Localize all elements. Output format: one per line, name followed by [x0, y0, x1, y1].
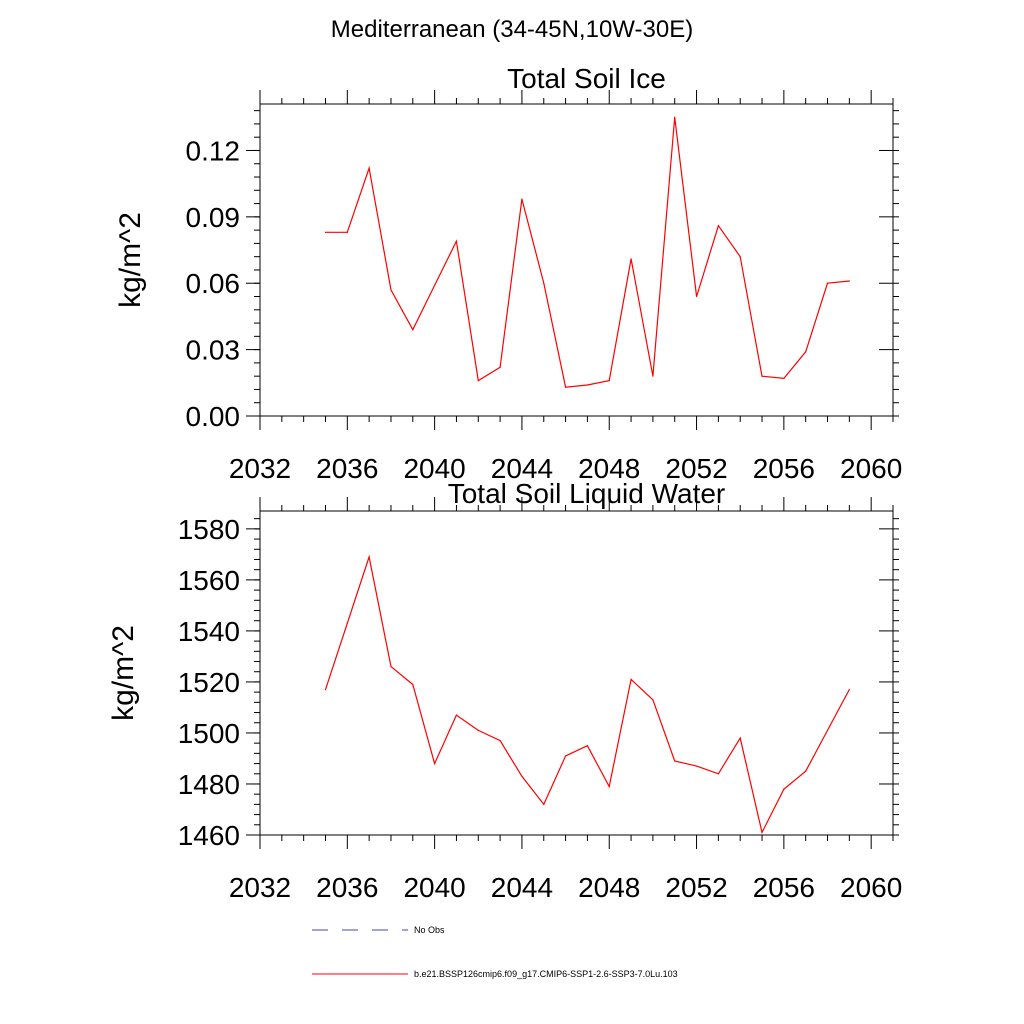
data-point: [499, 366, 501, 368]
data-point: [324, 231, 327, 233]
x-tick-label: 2036: [316, 453, 378, 484]
y-tick-label: 0.03: [186, 335, 241, 366]
data-point: [368, 556, 370, 558]
y-axis-label: kg/m^2: [114, 212, 147, 308]
data-point: [434, 762, 436, 765]
y-tick-label: 1540: [178, 616, 240, 647]
x-tick-label: 2048: [578, 453, 640, 484]
data-point: [346, 231, 348, 233]
plot-frame: [259, 103, 894, 417]
data-point: [477, 729, 479, 732]
y-tick-label: 1520: [178, 667, 240, 698]
x-tick-label: 2032: [229, 872, 291, 903]
data-point: [434, 284, 436, 287]
series-line-1: [324, 554, 850, 835]
data-point: [652, 699, 654, 701]
data-point: [564, 755, 567, 757]
data-point: [543, 282, 545, 284]
data-point: [674, 760, 676, 762]
data-point: [783, 788, 785, 790]
data-point: [521, 775, 523, 777]
x-tick-label: 2032: [229, 453, 291, 484]
y-axis-label: kg/m^2: [107, 625, 140, 721]
y-tick-label: 1460: [178, 820, 240, 851]
data-point: [761, 831, 763, 834]
data-point: [499, 740, 501, 742]
chart-panel-2: Total Soil Liquid Water kg/m^2 2032 2036 204…: [107, 478, 902, 903]
y-tick-label: 1480: [178, 769, 240, 800]
data-point: [608, 785, 610, 788]
data-point: [652, 375, 654, 377]
chart-panel-1: Total Soil Ice kg/m^2 2032 2036 2040 2044 2048…: [114, 63, 902, 484]
data-point: [805, 351, 807, 353]
data-point: [390, 666, 392, 668]
x-tick-label: 2040: [403, 872, 465, 903]
data-point: [826, 729, 829, 732]
data-point: [630, 678, 632, 680]
x-tick-label: 2060: [840, 453, 902, 484]
data-point: [739, 256, 741, 258]
data-point: [783, 377, 785, 379]
legend-label-1: No Obs: [414, 925, 445, 935]
x-tick-label: 2048: [578, 872, 640, 903]
data-point: [608, 379, 610, 382]
data-point: [564, 386, 567, 388]
y-tick-label: 0.09: [186, 202, 241, 233]
x-tick-label: 2052: [665, 872, 727, 903]
data-point: [412, 329, 414, 331]
data-point: [630, 258, 632, 260]
data-point: [717, 225, 719, 227]
data-point: [586, 745, 589, 747]
x-tick-label: 2040: [403, 453, 465, 484]
data-point: [324, 688, 327, 691]
data-point: [455, 240, 458, 242]
data-point: [717, 773, 719, 775]
data-point: [455, 714, 458, 716]
data-point: [848, 280, 850, 282]
data-point: [695, 765, 698, 767]
figure-suptitle: Mediterranean (34-45N,10W-30E): [330, 16, 694, 43]
data-point: [805, 770, 807, 772]
data-point: [586, 384, 589, 386]
legend: No Obs b.e21.BSSP126cmip6.f09_g17.CMIP6-S…: [312, 925, 678, 979]
x-tick-label: 2056: [753, 872, 815, 903]
data-point: [826, 282, 829, 284]
y-tick-label: 1560: [178, 565, 240, 596]
data-point: [477, 379, 479, 382]
x-tick-label: 2044: [491, 872, 553, 903]
data-point: [739, 737, 741, 739]
data-point: [521, 198, 523, 200]
chart-title: Total Soil Ice: [507, 63, 666, 94]
data-point: [761, 375, 763, 377]
plot-frame: [259, 510, 894, 836]
data-point: [412, 683, 414, 686]
y-tick-label: 0.06: [186, 268, 241, 299]
x-tick-label: 2052: [665, 453, 727, 484]
y-tick-label: 0.00: [186, 401, 241, 432]
data-point: [346, 622, 348, 624]
data-point: [543, 803, 545, 805]
chart-title: Total Soil Liquid Water: [448, 478, 726, 509]
x-tick-label: 2056: [753, 453, 815, 484]
x-tick-label: 2044: [491, 453, 553, 484]
data-point: [368, 167, 370, 169]
y-tick-label: 0.12: [186, 135, 241, 166]
x-tick-label: 2060: [840, 872, 902, 903]
data-point: [390, 289, 392, 291]
y-tick-label: 1580: [178, 514, 240, 545]
x-tick-label: 2036: [316, 872, 378, 903]
data-point: [695, 295, 698, 298]
y-tick-label: 1500: [178, 718, 240, 749]
series-line-1: [325, 117, 850, 388]
legend-label-2: b.e21.BSSP126cmip6.f09_g17.CMIP6-SSP1-2.…: [414, 969, 678, 979]
data-point: [848, 688, 850, 691]
data-point: [674, 116, 676, 118]
